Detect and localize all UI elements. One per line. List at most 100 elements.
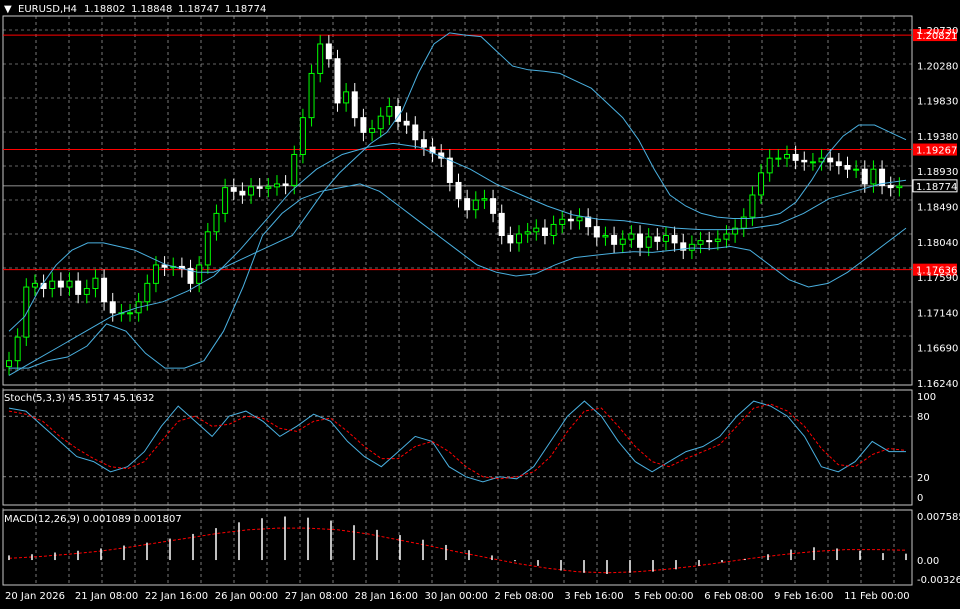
menu-triangle-icon[interactable]: ▼ — [4, 4, 12, 15]
level-label: 1.20821 — [916, 31, 957, 42]
candle-body — [550, 223, 557, 236]
candle-body — [351, 91, 358, 119]
candle-body — [870, 168, 877, 185]
level-label: 1.17636 — [916, 266, 957, 277]
time-axis-label: 20 Jan 2026 — [5, 591, 65, 602]
candle-body — [524, 231, 531, 235]
candle-body — [230, 187, 237, 192]
open-price: 1.18802 — [84, 4, 125, 15]
candle-body — [775, 157, 782, 160]
price-axis-label: 1.18490 — [917, 203, 958, 214]
candle-body — [637, 233, 644, 248]
macd-axis-label: -0.003264 — [917, 575, 960, 586]
candle-body — [204, 231, 211, 266]
stoch-axis-label: 20 — [917, 473, 930, 484]
time-axis-label: 30 Jan 00:00 — [425, 591, 488, 602]
time-axis-label: 27 Jan 08:00 — [285, 591, 348, 602]
candle-body — [628, 233, 635, 240]
candle-body — [299, 117, 306, 155]
candle-body — [662, 234, 669, 242]
candle-body — [619, 238, 626, 245]
stoch-axis-label: 80 — [917, 412, 930, 423]
candle-body — [706, 240, 713, 243]
candle-body — [516, 233, 523, 244]
current-price-box — [912, 179, 958, 193]
time-axis-label: 22 Jan 16:00 — [145, 591, 208, 602]
candle-body — [654, 236, 661, 242]
bollinger-lower-line — [9, 183, 907, 369]
candle-body — [593, 226, 600, 238]
candle-body — [732, 227, 739, 235]
price-axis-label: 1.20730 — [917, 26, 958, 37]
candle-body — [464, 198, 471, 211]
candle-body — [567, 218, 574, 222]
candle-body — [377, 115, 384, 130]
bollinger-upper-line — [8, 32, 907, 332]
candle-body — [507, 234, 514, 244]
candle-body — [809, 161, 816, 164]
current-price-label: 1.18774 — [916, 182, 957, 193]
candle-body — [827, 157, 834, 163]
low-price: 1.18747 — [178, 4, 219, 15]
time-axis-label: 26 Jan 00:00 — [215, 591, 278, 602]
candle-body — [714, 238, 721, 242]
candle-body — [602, 234, 609, 238]
time-axis-label: 28 Jan 16:00 — [355, 591, 418, 602]
candle-body — [835, 161, 842, 167]
candle-body — [14, 336, 21, 362]
price-axis-label: 1.18040 — [917, 238, 958, 249]
candle-body — [317, 43, 324, 74]
time-axis-label: 3 Feb 16:00 — [564, 591, 623, 602]
candle-body — [49, 280, 56, 290]
time-axis-label: 11 Feb 00:00 — [844, 591, 910, 602]
level-label-bg — [913, 143, 957, 156]
candle-body — [196, 264, 203, 284]
candle-body — [585, 216, 592, 228]
panel-border — [2, 15, 913, 386]
candle-body — [611, 234, 618, 245]
bollinger-middle-line — [8, 142, 907, 376]
symbol-label: EURUSD,H4 — [18, 4, 77, 15]
time-axis-label: 2 Feb 08:00 — [494, 591, 553, 602]
candle-body — [861, 168, 868, 185]
macd-axis-label: 0.007585 — [917, 512, 960, 523]
candle-body — [386, 106, 393, 117]
macd-title: MACD(12,26,9) 0.001089 0.001807 — [4, 514, 182, 525]
candle-body — [680, 242, 687, 251]
candle-body — [75, 280, 82, 295]
candle-body — [282, 183, 289, 186]
candle-body — [697, 240, 704, 245]
candle-body — [481, 198, 488, 201]
candle-body — [766, 157, 773, 174]
candle-body — [688, 243, 695, 251]
candle-body — [273, 183, 280, 188]
macd-axis-label: 0.00 — [917, 556, 939, 567]
panel-border — [2, 389, 913, 506]
candle-body — [403, 120, 410, 126]
candle-body — [101, 277, 108, 303]
candle-body — [758, 172, 765, 196]
candle-body — [369, 128, 376, 133]
candle-body — [446, 157, 453, 183]
candle-body — [360, 117, 367, 133]
candle-body — [343, 91, 350, 104]
price-axis-label: 1.16240 — [917, 379, 958, 390]
candle-body — [559, 218, 566, 225]
time-axis-label: 21 Jan 08:00 — [75, 591, 138, 602]
candle-body — [256, 186, 263, 189]
stoch-main-line — [8, 400, 906, 483]
candle-body — [213, 212, 220, 233]
time-axis-label: 9 Feb 16:00 — [774, 591, 833, 602]
price-axis-label: 1.17590 — [917, 273, 958, 284]
candle-body — [723, 233, 730, 240]
candle-body — [490, 198, 497, 214]
level-label-bg — [913, 29, 957, 42]
candle-body — [455, 181, 462, 200]
panel-border — [2, 509, 913, 586]
stoch-axis-label: 100 — [917, 392, 936, 403]
price-axis-label: 1.16690 — [917, 344, 958, 355]
candle-body — [801, 159, 808, 163]
time-axis-label: 6 Feb 08:00 — [704, 591, 763, 602]
candle-body — [152, 264, 159, 284]
